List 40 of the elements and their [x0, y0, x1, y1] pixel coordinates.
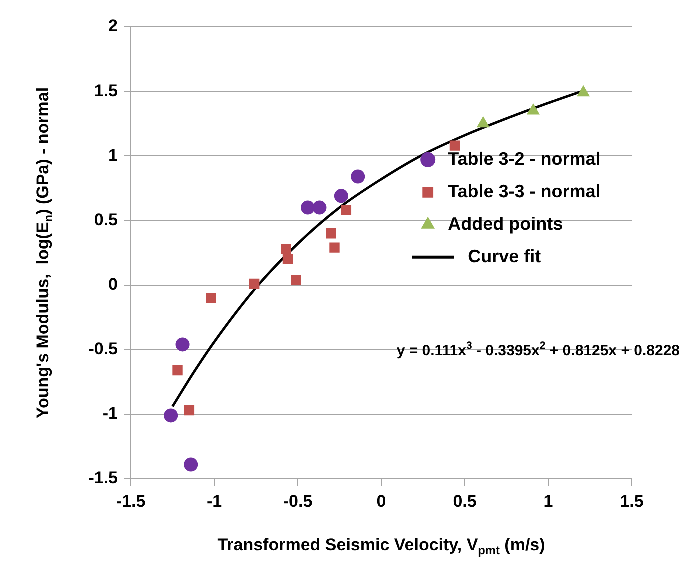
legend-label: Table 3-3 - normal	[448, 181, 601, 202]
y-tick-label: -1	[102, 404, 118, 424]
y-axis-title: Young's Modulus, log(En) (GPa) - normal	[34, 87, 56, 419]
y-tick-label: 1	[108, 146, 118, 165]
legend-label: Curve fit	[468, 246, 542, 266]
x-tick-label: -1	[206, 492, 222, 511]
point	[176, 338, 190, 352]
point	[477, 116, 490, 128]
point	[164, 408, 178, 423]
point	[341, 205, 352, 216]
point	[301, 200, 316, 215]
point	[291, 275, 302, 286]
point	[281, 244, 292, 254]
legend-label: Table 3-2 - normal	[448, 148, 601, 169]
y-tick-label: -0.5	[88, 340, 118, 359]
y-tick-label: 1.5	[94, 81, 118, 100]
point	[282, 254, 294, 265]
point	[527, 104, 540, 115]
y-tick-label: 0	[108, 274, 118, 294]
x-tick-label: -0.5	[283, 492, 313, 511]
point	[450, 140, 460, 151]
x-tick-label: 0	[376, 492, 386, 511]
point	[312, 200, 327, 215]
y-tick-label: 2	[108, 16, 118, 36]
point	[184, 458, 198, 472]
point	[249, 278, 260, 290]
x-tick-label: 1	[544, 492, 554, 511]
point	[206, 293, 216, 304]
y-tick-label: 0.5	[94, 210, 118, 230]
point	[326, 228, 336, 239]
x-tick-label: 0.5	[453, 492, 477, 511]
point	[184, 405, 195, 416]
legend-label: Added points	[448, 214, 564, 234]
y-tick-label: -1.5	[88, 468, 118, 488]
point	[577, 86, 590, 97]
point	[330, 242, 340, 253]
point	[334, 189, 348, 204]
x-tick-label: 1.5	[620, 492, 644, 511]
point	[351, 170, 366, 184]
point	[172, 365, 183, 376]
